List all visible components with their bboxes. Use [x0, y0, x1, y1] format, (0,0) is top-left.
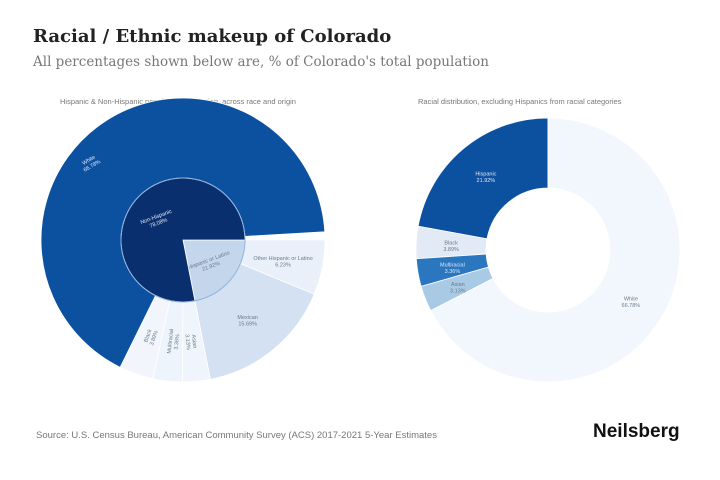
source-note: Source: U.S. Census Bureau, American Com…: [36, 430, 437, 441]
donut-slice-white: [430, 117, 681, 383]
page-subtitle: All percentages shown below are, % of Co…: [33, 54, 489, 70]
donut-slice-black: [415, 225, 488, 260]
donut-label: Asian 3.13%: [450, 282, 466, 295]
donut-slice-multiracial: [415, 253, 489, 287]
sunburst-outer-label: Multiracial3.36%: [167, 329, 182, 355]
neilsberg-logo: Neilsberg: [593, 421, 680, 442]
page-title: Racial / Ethnic makeup of Colorado: [33, 26, 392, 47]
sunburst-inner-ring: [120, 177, 246, 303]
donut-label: White 66.78%: [622, 296, 641, 309]
sunburst-outer-label: Other Hispanic or Latino 6.23%: [253, 256, 312, 269]
donut-label: Multiracial 3.36%: [440, 263, 465, 276]
donut-label: Black 3.89%: [443, 240, 459, 253]
sunburst-outer-label: Black3.89%: [143, 328, 160, 347]
sunburst-outer-label: Asian3.13%: [183, 333, 197, 350]
donut-slice-hispanic: [417, 117, 549, 240]
sunburst-outer-label: Mexican 15.69%: [237, 315, 257, 328]
donut-title: Racial distribution, excluding Hispanics…: [418, 97, 622, 106]
donut-label: Hispanic 21.92%: [475, 172, 496, 185]
donut-slice-asian: [420, 266, 494, 312]
